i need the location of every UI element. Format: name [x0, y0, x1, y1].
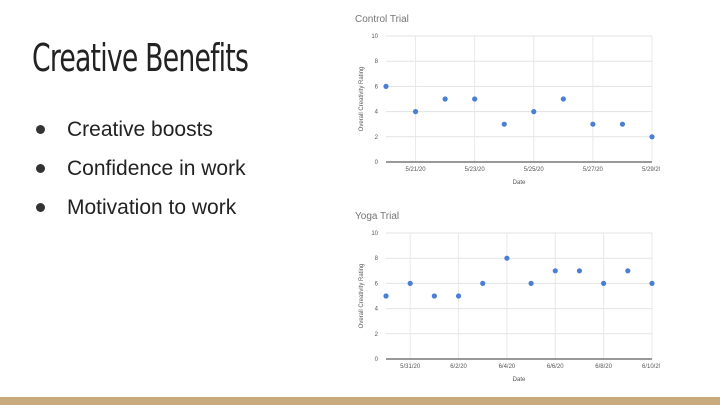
control-trial-chart: Control Trial 0 2 4 6 8 10 5/21/20 5/23/20 5/25/2…	[355, 14, 660, 186]
slide-title: Creative Benefits	[32, 36, 249, 80]
data-point	[412, 109, 419, 115]
bullet-item: Motivation to work	[36, 188, 246, 227]
data-point	[407, 280, 413, 286]
x-tick-label: 5/31/20	[400, 364, 421, 370]
bullet-text: Creative boosts	[67, 117, 213, 141]
data-point	[552, 268, 558, 274]
y-tick-label: 4	[375, 110, 379, 116]
data-point	[472, 96, 478, 102]
y-tick-label: 0	[375, 160, 379, 166]
y-tick-label: 10	[371, 34, 378, 40]
y-tick-label: 8	[375, 59, 379, 65]
data-point	[431, 293, 437, 299]
bullet-dot-icon	[36, 203, 45, 212]
bullet-item: Confidence in work	[36, 149, 246, 188]
x-tick-label: 5/29/20	[642, 167, 660, 173]
data-point	[531, 109, 537, 115]
y-tick-label: 6	[375, 84, 379, 90]
x-axis-label: Date	[513, 377, 526, 383]
data-point	[528, 280, 534, 286]
y-axis-label: Overall Creativity Rating	[359, 264, 365, 329]
bullet-text: Motivation to work	[67, 195, 237, 219]
yoga-trial-chart: Yoga Trial 0 2 4 6 8 10 5/31/20 6/2/20 6/4/20 6/6/…	[355, 211, 660, 383]
bullet-text: Confidence in work	[67, 156, 246, 180]
chart-title: Control Trial	[355, 14, 409, 25]
chart-title: Yoga Trial	[355, 211, 399, 222]
data-point	[649, 280, 655, 286]
y-tick-label: 2	[375, 332, 379, 338]
x-tick-label: 6/8/20	[595, 364, 612, 370]
x-tick-label: 6/6/20	[547, 364, 564, 370]
x-tick-label: 5/23/20	[465, 167, 486, 173]
bullet-list: Creative boosts Confidence in work Motiv…	[36, 110, 246, 227]
data-point	[383, 83, 389, 89]
data-point	[619, 121, 626, 127]
x-axis-label: Date	[513, 180, 526, 186]
y-tick-label: 4	[375, 307, 379, 313]
bullet-dot-icon	[36, 164, 45, 173]
y-tick-label: 0	[375, 357, 379, 363]
data-point	[601, 280, 607, 286]
data-point	[649, 134, 655, 140]
y-tick-label: 6	[375, 281, 379, 287]
data-point	[590, 121, 596, 127]
y-axis-label: Overall Creativity Rating	[359, 67, 365, 132]
data-point	[480, 280, 486, 286]
data-point	[501, 121, 507, 127]
x-tick-label: 5/25/20	[524, 167, 545, 173]
y-tick-label: 8	[375, 256, 379, 262]
y-tick-label: 2	[375, 135, 379, 141]
data-point	[455, 293, 462, 299]
bullet-item: Creative boosts	[36, 110, 246, 149]
x-tick-label: 5/21/20	[406, 167, 427, 173]
footer-bar	[0, 397, 720, 405]
data-point	[442, 96, 448, 102]
data-point	[504, 255, 510, 261]
y-tick-label: 10	[371, 231, 378, 237]
data-point	[560, 96, 566, 102]
data-point	[383, 293, 389, 299]
x-tick-label: 6/10/20	[642, 364, 660, 370]
data-point	[625, 268, 631, 274]
x-tick-label: 6/4/20	[499, 364, 516, 370]
data-point	[576, 268, 583, 274]
x-tick-label: 6/2/20	[450, 364, 467, 370]
x-tick-label: 5/27/20	[583, 167, 604, 173]
bullet-dot-icon	[36, 125, 45, 134]
